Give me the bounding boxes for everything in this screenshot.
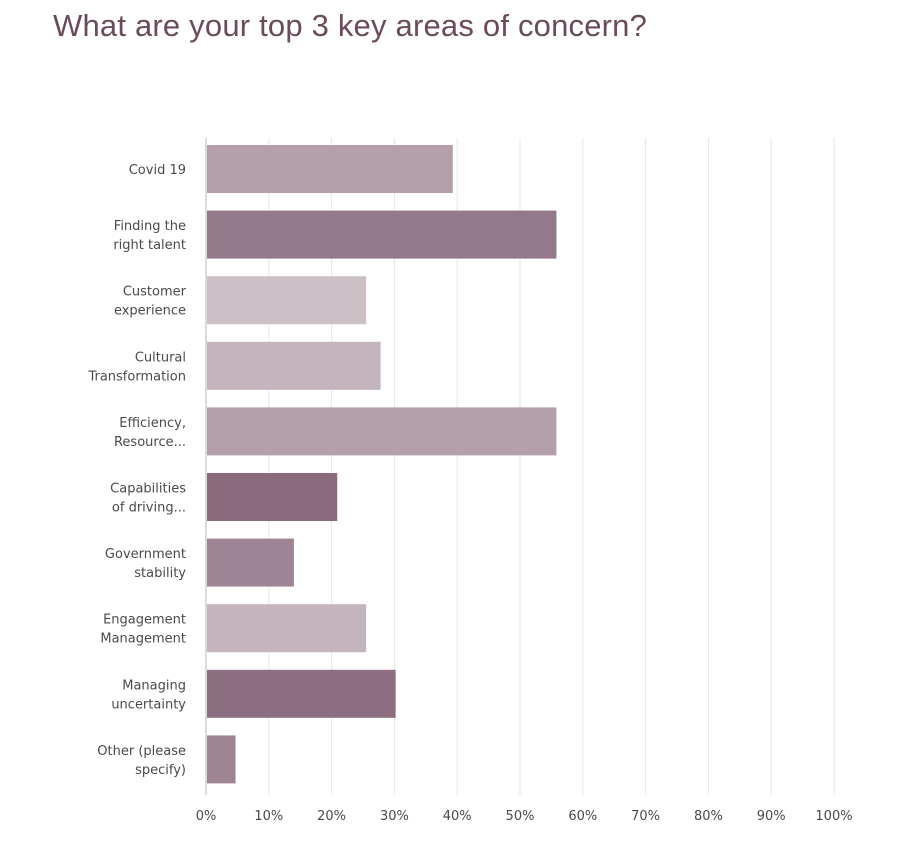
bars xyxy=(207,145,557,784)
bar xyxy=(207,473,338,521)
category-label: Capabilities of driving... xyxy=(110,482,186,516)
x-tick-label: 30% xyxy=(380,809,409,824)
bar xyxy=(207,604,367,653)
x-tick-label: 90% xyxy=(757,809,786,824)
bar xyxy=(207,145,453,193)
category-label: Cultural Transformation xyxy=(87,350,186,384)
bar xyxy=(207,210,557,259)
bar xyxy=(207,341,381,390)
category-label: Covid 19 xyxy=(129,163,186,178)
bar xyxy=(207,669,396,718)
x-tick-label: 50% xyxy=(506,809,535,824)
chart-title: What are your top 3 key areas of concern… xyxy=(53,8,648,43)
x-tick-label: 20% xyxy=(317,809,346,824)
category-label: Managing uncertainty xyxy=(111,678,186,712)
x-tick-label: 60% xyxy=(568,809,597,824)
x-tick-label: 0% xyxy=(196,809,217,824)
x-tick-label: 80% xyxy=(694,809,723,824)
category-labels: Covid 19 Finding the right talent Customer e… xyxy=(87,163,186,778)
category-label: Efficiency, Resource... xyxy=(114,416,186,450)
category-label: Engagement Management xyxy=(100,613,186,647)
category-label: Other (please specify) xyxy=(97,744,186,778)
category-label: Customer experience xyxy=(114,285,187,319)
bar xyxy=(207,735,236,784)
x-tick-label: 10% xyxy=(254,809,283,824)
x-tick-label: 40% xyxy=(443,809,472,824)
bar xyxy=(207,276,367,325)
x-tick-label: 100% xyxy=(815,809,852,824)
category-label: Finding the right talent xyxy=(113,219,186,253)
category-label: Government stability xyxy=(105,547,186,581)
x-tick-label: 70% xyxy=(631,809,660,824)
bar xyxy=(207,407,557,456)
x-tick-labels: 0% 10% 20% 30% 40% 50% 60% 70% 80% 90% 100% xyxy=(196,809,853,824)
bar xyxy=(207,538,294,587)
